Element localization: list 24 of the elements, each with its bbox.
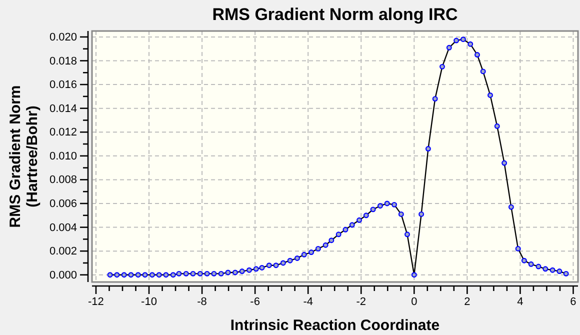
y-tick-label: 0.002: [49, 246, 77, 258]
x-tick-label: 2: [464, 296, 470, 308]
chart-title: RMS Gradient Norm along IRC: [212, 5, 458, 24]
y-tick-label: 0.014: [49, 102, 77, 115]
x-tick-label: -10: [141, 296, 157, 308]
x-tick-label: -12: [88, 296, 104, 308]
y-axis-title: RMS Gradient Norm (Hartree/Bohr): [7, 85, 41, 228]
y-tick-label: 0.008: [49, 174, 77, 186]
x-tick-label: 0: [411, 296, 418, 308]
x-tick-label: -8: [197, 296, 207, 308]
y-tick-label: 0.018: [49, 55, 77, 68]
y-tick-label: 0.006: [49, 198, 77, 210]
y-tick-label: 0.000: [49, 269, 77, 282]
x-tick-label: -4: [303, 296, 313, 308]
y-tick-label: 0.010: [49, 150, 77, 162]
x-tick-label: -2: [356, 296, 366, 308]
x-tick-label: 6: [570, 296, 576, 308]
x-tick-label: -6: [250, 296, 260, 308]
y-tick-label: 0.012: [49, 126, 77, 139]
y-tick-label: 0.016: [49, 79, 77, 92]
x-tick-label: 4: [517, 296, 524, 308]
y-tick-label: 0.020: [49, 31, 77, 44]
x-axis-title: Intrinsic Reaction Coordinate: [230, 317, 440, 334]
y-tick-label: 0.004: [49, 222, 77, 234]
